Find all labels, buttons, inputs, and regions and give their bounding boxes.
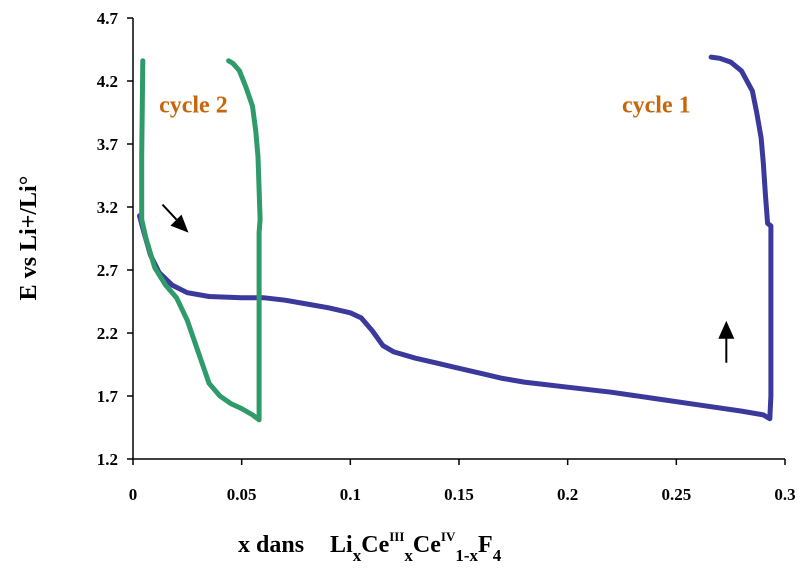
y-axis-title: E vs Li+/Li°	[16, 176, 42, 301]
x-axis-title-part: x dans	[238, 532, 304, 558]
arrow-down-right-head	[170, 214, 189, 233]
x-tick-label: 0.15	[444, 485, 474, 504]
x-axis-title-part: Li	[330, 532, 353, 558]
x-axis-title-part: III	[389, 529, 404, 544]
x-axis-title-part: 1-x	[455, 546, 478, 565]
annotation-label: cycle 2	[159, 93, 228, 119]
y-tick-label: 1.7	[97, 387, 119, 406]
y-tick-label: 4.7	[97, 9, 119, 28]
y-tick-label: 4.2	[97, 72, 118, 91]
x-tick-label: 0.05	[227, 485, 257, 504]
x-axis-title-part: 4	[493, 546, 502, 565]
x-axis-title-part: Ce	[413, 532, 441, 558]
x-axis-title-part: x	[353, 546, 362, 565]
series-line-cycle-1	[137, 54, 774, 422]
series-line-cycle-2	[139, 58, 263, 423]
annotation-label: cycle 1	[622, 93, 691, 119]
arrow-up-head	[718, 320, 735, 339]
x-axis-title-part: IV	[441, 529, 456, 544]
y-tick-label: 3.2	[97, 198, 118, 217]
y-tick-label: 1.2	[97, 450, 118, 469]
x-axis-title-part: F	[478, 532, 493, 558]
x-axis-title: x dans LixCeIIIxCeIV1-xF4	[238, 529, 502, 565]
x-tick-label: 0.2	[557, 485, 578, 504]
y-tick-label: 3.7	[97, 135, 119, 154]
x-tick-label: 0.1	[340, 485, 361, 504]
y-tick-label: 2.2	[97, 324, 118, 343]
x-axis-title-part: Ce	[361, 532, 389, 558]
y-tick-label: 2.7	[97, 261, 119, 280]
x-axis-ticks: 0 0.05 0.1 0.15 0.2 0.25 0.3	[129, 459, 796, 504]
x-tick-label: 0.25	[661, 485, 691, 504]
x-axis-title-part: x	[404, 546, 413, 565]
y-axis-ticks: 1.2 1.7 2.2 2.7 3.2 3.7 4.2 4.7	[97, 9, 133, 469]
series-layer	[137, 54, 774, 423]
chart-frame	[132, 18, 785, 460]
x-tick-label: 0.3	[774, 485, 795, 504]
arrow-down-right-shaft	[161, 203, 178, 221]
x-tick-label: 0	[129, 485, 138, 504]
arrow-layer	[161, 203, 735, 363]
annotation-layer: cycle 2 cycle 1	[159, 93, 691, 119]
